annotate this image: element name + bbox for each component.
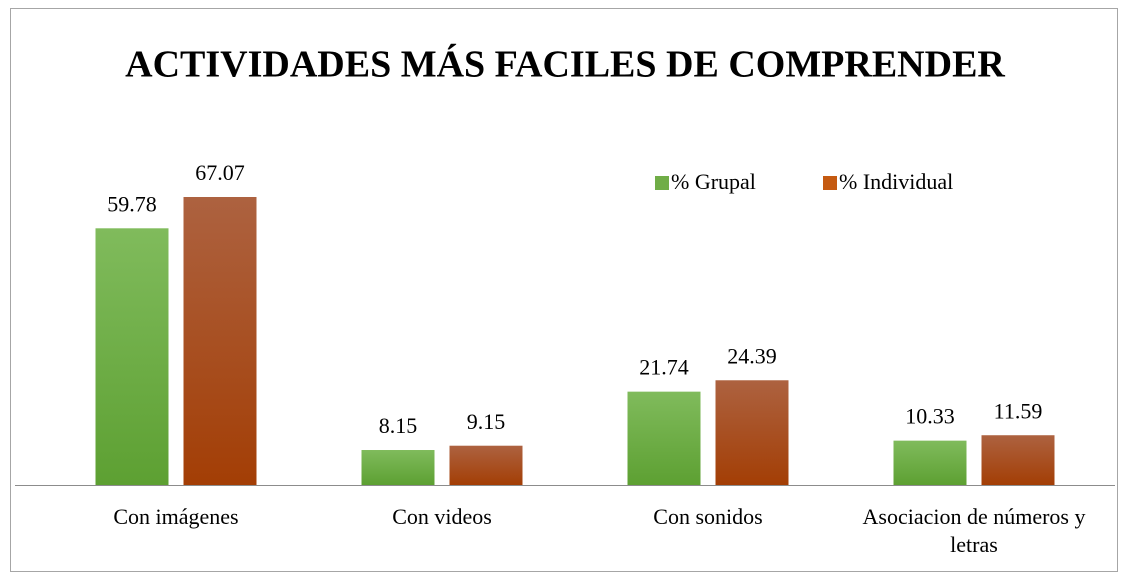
value-label: 67.07 [195, 160, 245, 185]
x-tick-label: Asociacion de números y letras [862, 504, 1086, 557]
chart-title: ACTIVIDADES MÁS FACILES DE COMPRENDER [125, 44, 1005, 86]
legend-label: % Grupal [671, 169, 756, 194]
x-tick-label: Con imágenes [113, 504, 239, 529]
bar [95, 228, 169, 486]
bar [627, 391, 701, 485]
bar [449, 445, 523, 485]
bar [715, 380, 789, 485]
bar [893, 440, 967, 485]
legend-swatch [655, 176, 669, 190]
bar [981, 435, 1055, 485]
value-label: 8.15 [379, 413, 418, 438]
legend-label: % Individual [839, 169, 953, 194]
value-label: 10.33 [905, 404, 955, 429]
value-label: 59.78 [107, 191, 157, 216]
value-label: 9.15 [467, 409, 506, 434]
value-label: 11.59 [994, 398, 1043, 423]
x-tick-label: Con sonidos [653, 504, 763, 529]
chart-border [10, 8, 1118, 572]
bar [361, 450, 435, 485]
bar [183, 197, 257, 485]
value-label: 21.74 [639, 355, 689, 380]
value-label: 24.39 [727, 343, 777, 368]
legend-swatch [823, 176, 837, 190]
x-tick-label: Con videos [392, 504, 492, 529]
